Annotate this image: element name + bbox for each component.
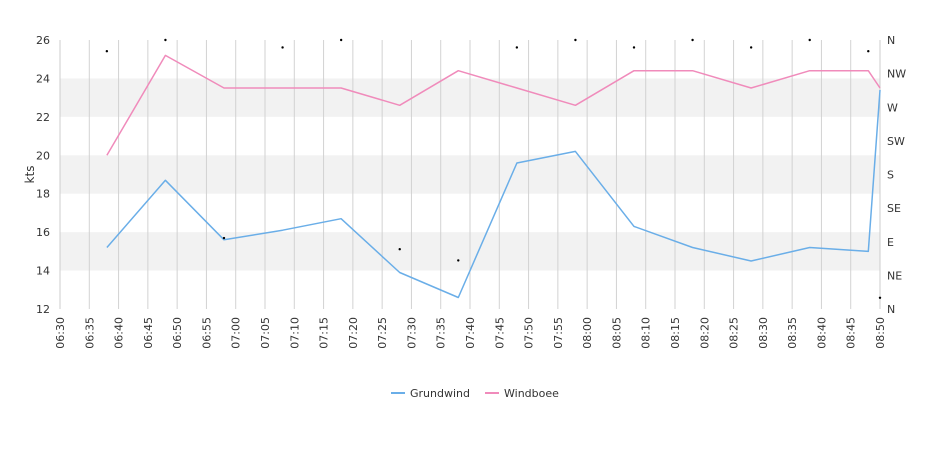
x-tick-label: 08:25 — [728, 317, 741, 349]
direction-point — [808, 38, 811, 42]
series-line-windboee — [106, 54, 881, 156]
direction-point — [574, 38, 577, 42]
direction-point — [281, 46, 284, 49]
x-tick-label: 08:35 — [786, 317, 799, 349]
series-lines — [106, 54, 881, 299]
y2-tick-label: SW — [887, 135, 905, 148]
y-tick-label: 18 — [36, 188, 50, 201]
direction-point — [339, 38, 343, 42]
y-tick-label: 24 — [36, 72, 50, 85]
y2-tick-label: SE — [887, 202, 901, 215]
legend-label-windboee: Windboee — [504, 387, 559, 400]
x-tick-label: 06:35 — [83, 317, 96, 349]
legend-label-grundwind: Grundwind — [410, 387, 470, 400]
x-tick-label: 08:50 — [874, 317, 887, 349]
x-tick-label: 08:40 — [815, 317, 828, 349]
x-tick-label: 06:45 — [142, 317, 155, 349]
y2-tick-label: E — [887, 236, 894, 249]
y-tick-label: 16 — [36, 226, 50, 239]
x-tick-label: 07:10 — [288, 317, 301, 349]
x-tick-label: 06:30 — [54, 317, 67, 349]
y-axis-ticks: 12 14 16 18 20 22 24 26 — [36, 34, 50, 316]
series-line-grundwind — [106, 89, 881, 299]
x-tick-label: 07:30 — [405, 317, 418, 349]
direction-point — [515, 46, 519, 49]
y2-tick-label: N — [887, 34, 895, 47]
x-tick-label: 07:45 — [493, 317, 506, 349]
direction-points — [105, 38, 882, 299]
x-tick-label: 06:40 — [113, 317, 126, 349]
direction-point — [691, 38, 694, 42]
y-tick-label: 20 — [36, 149, 50, 162]
direction-point — [749, 46, 753, 49]
x-tick-label: 07:55 — [552, 317, 565, 349]
direction-point — [398, 248, 401, 251]
direction-point — [457, 259, 460, 262]
x-tick-label: 08:10 — [640, 317, 653, 349]
x-tick-label: 08:00 — [581, 317, 594, 349]
y-tick-label: 12 — [36, 303, 50, 316]
x-tick-label: 07:15 — [318, 317, 331, 349]
direction-point — [878, 296, 882, 299]
y2-tick-label: NW — [887, 68, 906, 81]
x-tick-label: 07:20 — [347, 317, 360, 349]
x-tick-label: 06:50 — [171, 317, 184, 349]
legend: Grundwind Windboee — [391, 387, 559, 400]
x-tick-label: 08:15 — [669, 317, 682, 349]
direction-point — [867, 50, 870, 53]
x-tick-label: 08:45 — [845, 317, 858, 349]
x-axis-ticks: 06:30 06:35 06:40 06:45 06:50 06:55 07:00 07:05… — [54, 317, 887, 349]
x-tick-label: 07:05 — [259, 317, 272, 349]
x-tick-label: 07:00 — [230, 317, 243, 349]
y-axis-title: kts — [23, 166, 37, 184]
y2-tick-label: NE — [887, 269, 902, 282]
x-tick-label: 08:30 — [757, 317, 770, 349]
x-tick-label: 07:40 — [464, 317, 477, 349]
direction-point — [222, 236, 226, 240]
y-tick-label: 14 — [36, 265, 50, 278]
y-tick-label: 22 — [36, 111, 50, 124]
y2-tick-label: W — [887, 101, 898, 114]
y2-axis-ticks: N NE E SE S SW W NW N — [887, 34, 906, 316]
x-tick-label: 07:35 — [435, 317, 448, 349]
x-tick-label: 08:05 — [610, 317, 623, 349]
x-tick-label: 07:25 — [376, 317, 389, 349]
direction-point — [105, 50, 109, 53]
x-tick-label: 06:55 — [200, 317, 213, 349]
x-tick-label: 08:20 — [698, 317, 711, 349]
y2-tick-label: N — [887, 303, 895, 316]
direction-point — [164, 38, 167, 42]
y2-tick-label: S — [887, 169, 894, 182]
direction-point — [632, 46, 636, 49]
x-tick-label: 07:50 — [523, 317, 536, 349]
y-tick-label: 26 — [36, 34, 50, 47]
